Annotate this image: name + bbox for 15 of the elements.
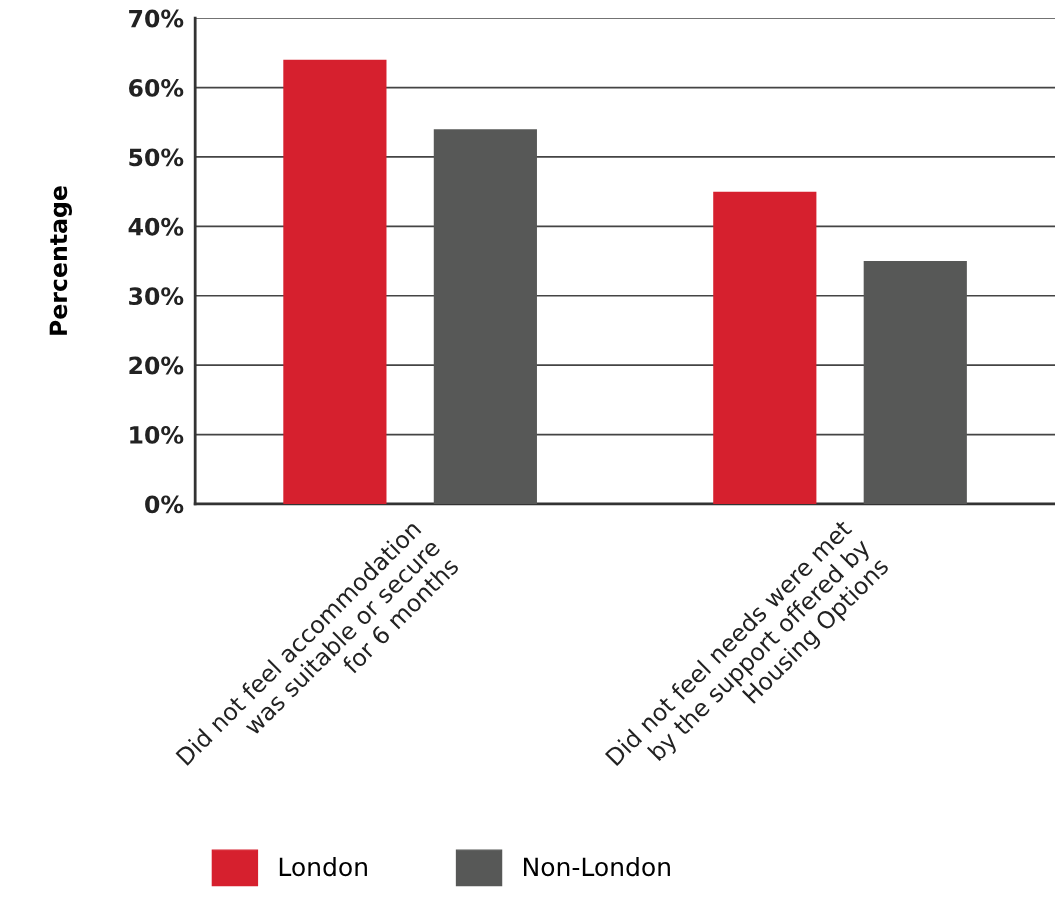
bar [283, 59, 387, 504]
y-tick-label: 40% [128, 217, 184, 236]
y-tick-label: 70% [129, 9, 184, 28]
y-tick-label: 60% [129, 79, 184, 97]
bar [863, 261, 967, 504]
y-tick-label: 10% [130, 425, 184, 444]
bar [713, 191, 817, 504]
legend-label: London [279, 856, 367, 877]
y-axis-title: Percentage [49, 186, 72, 335]
legend-label: Non-London [524, 856, 670, 877]
y-tick-label: 20% [129, 356, 184, 375]
y-tick-label: 30% [129, 287, 184, 306]
bar [433, 129, 537, 504]
y-tick-label: 50% [129, 148, 184, 167]
y-tick-label: 0% [145, 495, 184, 514]
